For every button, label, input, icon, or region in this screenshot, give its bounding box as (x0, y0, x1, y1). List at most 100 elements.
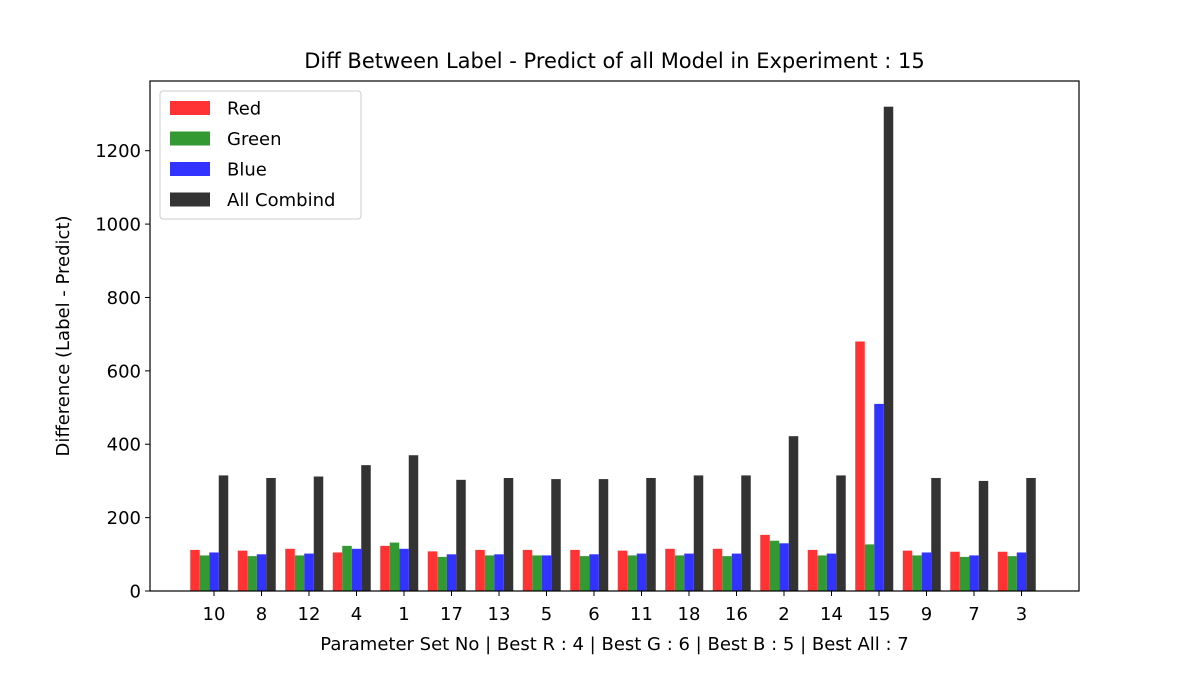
legend: Red Green Blue All Combind (159, 90, 362, 220)
bar-red-2 (760, 534, 770, 591)
bar-all-combind-11 (646, 477, 656, 591)
bars-layer (190, 106, 1036, 592)
bar-blue-9 (921, 552, 932, 591)
bar-green-18 (674, 555, 685, 591)
bar-all-combind-4 (361, 465, 371, 591)
bar-all-combind-16 (741, 475, 751, 591)
bar-green-12 (294, 555, 305, 591)
bar-all-combind-6 (598, 479, 609, 591)
bar-blue-3 (1016, 552, 1027, 591)
x-tick-label: 6 (588, 604, 599, 625)
bar-red-7 (950, 551, 960, 591)
x-tick-label: 12 (298, 604, 321, 625)
legend-label-green: Green (227, 129, 282, 150)
bar-blue-7 (969, 555, 979, 591)
legend-swatch-all-combind (170, 192, 210, 207)
bar-red-6 (570, 549, 580, 591)
x-tick-label: 1 (398, 604, 409, 625)
bar-blue-5 (541, 555, 552, 591)
bar-all-combind-12 (313, 476, 324, 591)
x-tick-label: 2 (778, 604, 789, 625)
bar-green-16 (722, 556, 732, 591)
bar-all-combind-8 (266, 477, 276, 591)
bar-green-10 (199, 555, 210, 591)
y-tick-label: 200 (107, 508, 141, 529)
bar-green-15 (864, 544, 875, 591)
bar-red-13 (475, 549, 485, 591)
ticks-layer: 10 8 12 4 1 17 13 5 6 11 18 16 2 14 15 9 7 3 0 200 400 600 800… (95, 141, 1027, 625)
bar-green-1 (389, 542, 400, 591)
bar-green-14 (817, 555, 827, 591)
bar-all-combind-2 (788, 436, 799, 591)
x-tick-label: 17 (440, 604, 463, 625)
bar-red-10 (190, 549, 200, 591)
bar-blue-18 (684, 553, 694, 591)
bar-red-5 (522, 549, 533, 591)
x-tick-label: 16 (725, 604, 748, 625)
bar-blue-8 (256, 554, 267, 591)
bar-red-17 (427, 551, 438, 591)
bar-all-combind-14 (836, 475, 846, 591)
legend-swatch-blue (170, 162, 210, 176)
x-tick-label: 11 (630, 604, 653, 625)
y-tick-label: 1200 (95, 141, 141, 162)
legend-swatch-red (170, 101, 210, 115)
bar-red-8 (237, 550, 248, 591)
x-tick-label: 9 (921, 604, 932, 625)
bar-blue-12 (304, 553, 314, 591)
bar-red-3 (997, 551, 1008, 591)
bar-all-combind-10 (218, 475, 229, 591)
bar-blue-14 (826, 553, 837, 591)
bar-all-combind-3 (1026, 477, 1036, 591)
bar-red-14 (807, 549, 818, 591)
bar-all-combind-15 (883, 106, 894, 592)
x-tick-label: 10 (203, 604, 226, 625)
legend-label-all-combind: All Combind (227, 190, 335, 211)
bar-blue-15 (874, 403, 884, 591)
x-tick-label: 4 (351, 604, 362, 625)
y-tick-label: 800 (107, 288, 141, 309)
bar-green-5 (532, 555, 542, 591)
bar-blue-11 (636, 553, 647, 591)
bar-red-1 (380, 545, 390, 591)
bar-green-7 (959, 556, 970, 591)
y-tick-label: 0 (130, 582, 141, 603)
x-tick-label: 14 (820, 604, 843, 625)
bar-red-11 (617, 550, 628, 591)
y-tick-label: 600 (107, 361, 141, 382)
chart-title: Diff Between Label - Predict of all Mode… (304, 49, 924, 73)
bar-green-3 (1007, 556, 1017, 591)
bar-red-15 (855, 341, 865, 591)
bar-red-12 (285, 548, 295, 591)
bar-all-combind-17 (456, 479, 466, 591)
legend-label-blue: Blue (227, 160, 267, 181)
bar-all-combind-5 (551, 479, 561, 591)
bar-red-4 (332, 552, 343, 591)
bar-all-combind-13 (503, 477, 514, 591)
legend-swatch-green (170, 131, 210, 146)
bar-green-9 (912, 555, 922, 591)
bar-blue-1 (399, 548, 409, 591)
x-tick-label: 5 (541, 604, 552, 625)
x-tick-label: 8 (256, 604, 267, 625)
bar-blue-16 (731, 553, 742, 591)
bar-green-13 (484, 555, 495, 591)
bar-green-11 (627, 555, 637, 591)
y-tick-label: 1000 (95, 215, 141, 236)
x-axis-title: Parameter Set No | Best R : 4 | Best G :… (320, 634, 908, 655)
legend-box (159, 90, 362, 220)
bar-red-18 (665, 548, 675, 591)
bar-green-8 (247, 556, 257, 591)
bar-green-4 (342, 545, 352, 591)
x-tick-label: 7 (968, 604, 979, 625)
bar-all-combind-7 (978, 480, 989, 591)
bar-blue-6 (589, 554, 599, 591)
bar-all-combind-9 (931, 477, 941, 591)
bar-blue-13 (494, 554, 504, 591)
bar-red-16 (712, 548, 723, 591)
y-tick-label: 400 (107, 435, 141, 456)
bar-green-2 (769, 540, 780, 591)
bar-all-combind-1 (408, 455, 419, 591)
